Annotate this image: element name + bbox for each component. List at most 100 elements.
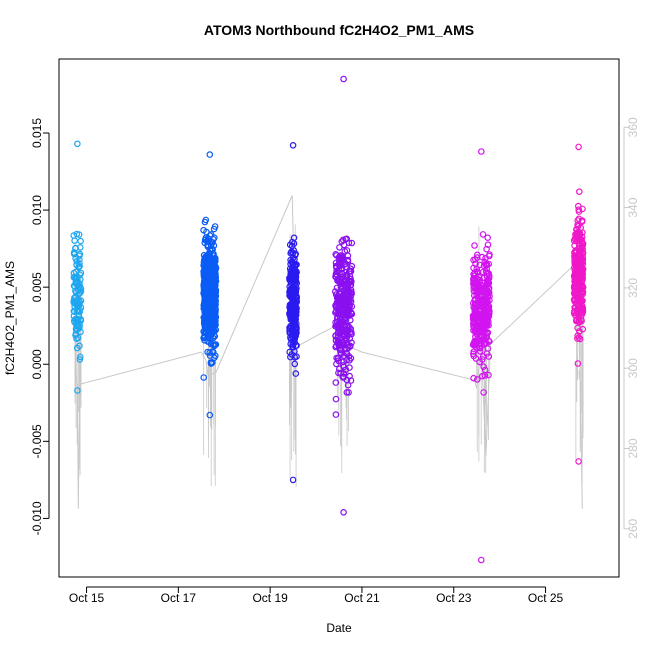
data-point bbox=[201, 256, 208, 264]
data-point bbox=[470, 374, 477, 382]
data-point bbox=[287, 353, 294, 361]
data-point bbox=[341, 321, 349, 329]
data-point bbox=[475, 318, 482, 326]
data-point bbox=[286, 304, 294, 312]
data-point bbox=[76, 342, 83, 350]
data-point bbox=[346, 364, 353, 371]
y-axis-title: fC2H4O2_PM1_AMS bbox=[3, 261, 17, 375]
data-point bbox=[74, 387, 81, 394]
data-point bbox=[476, 347, 484, 355]
data-point bbox=[346, 342, 354, 350]
data-point bbox=[340, 241, 348, 249]
data-point bbox=[336, 327, 344, 335]
data-point bbox=[576, 267, 584, 274]
data-point bbox=[342, 311, 349, 319]
data-point bbox=[293, 279, 301, 287]
data-point bbox=[289, 142, 297, 149]
data-point bbox=[200, 226, 207, 234]
data-point bbox=[571, 290, 578, 298]
data-point bbox=[207, 253, 214, 261]
data-point bbox=[333, 284, 341, 292]
data-point bbox=[471, 308, 479, 316]
data-point bbox=[337, 369, 344, 377]
data-point bbox=[338, 253, 346, 260]
data-point bbox=[484, 241, 492, 249]
altitude-line bbox=[74, 195, 583, 509]
data-point bbox=[579, 242, 586, 250]
data-point bbox=[336, 346, 344, 354]
plot-frame bbox=[58, 58, 620, 578]
data-point bbox=[335, 365, 343, 373]
data-point bbox=[472, 260, 479, 268]
data-point bbox=[76, 298, 84, 306]
data-point bbox=[332, 251, 340, 258]
data-point bbox=[203, 280, 211, 287]
data-point bbox=[289, 296, 296, 304]
y-tick-label: 0.005 bbox=[30, 272, 44, 302]
data-point bbox=[571, 252, 579, 260]
series-cluster bbox=[570, 143, 587, 465]
data-point bbox=[74, 140, 81, 148]
y2-tick-label: 320 bbox=[626, 278, 640, 298]
data-point bbox=[347, 354, 355, 362]
data-point bbox=[70, 249, 78, 256]
data-point bbox=[340, 508, 347, 516]
data-point bbox=[477, 148, 485, 155]
data-point bbox=[346, 267, 354, 275]
data-point bbox=[348, 239, 356, 247]
data-point bbox=[476, 289, 483, 296]
x-tick-label: Oct 15 bbox=[69, 591, 105, 605]
data-point bbox=[76, 356, 84, 363]
data-point bbox=[480, 363, 487, 371]
data-point bbox=[336, 290, 343, 297]
data-point bbox=[346, 316, 354, 324]
data-point bbox=[579, 283, 587, 291]
data-point bbox=[71, 237, 78, 245]
data-point bbox=[483, 321, 491, 329]
plot-area bbox=[70, 75, 587, 564]
x-axis-title: Date bbox=[326, 621, 352, 635]
data-point bbox=[211, 341, 219, 348]
data-point bbox=[575, 231, 583, 239]
data-point bbox=[482, 268, 490, 276]
data-point bbox=[340, 328, 348, 336]
series-cluster bbox=[469, 148, 493, 564]
data-point bbox=[75, 281, 82, 289]
data-point bbox=[579, 245, 586, 253]
data-point bbox=[344, 286, 352, 294]
data-point bbox=[204, 269, 212, 276]
data-point bbox=[483, 245, 490, 253]
data-point bbox=[483, 278, 491, 286]
y-tick-label: 0.010 bbox=[30, 195, 44, 225]
data-point bbox=[210, 332, 218, 340]
data-point bbox=[575, 318, 582, 325]
data-point bbox=[289, 476, 297, 484]
data-point bbox=[210, 225, 218, 233]
data-point bbox=[289, 260, 297, 267]
data-point bbox=[579, 267, 586, 275]
data-point bbox=[291, 320, 299, 328]
data-point bbox=[212, 298, 219, 305]
data-point bbox=[210, 275, 217, 282]
series-cluster bbox=[200, 151, 220, 419]
x-tick-label: Oct 17 bbox=[161, 591, 197, 605]
data-point bbox=[72, 317, 80, 324]
data-point bbox=[472, 355, 480, 362]
data-point bbox=[481, 302, 488, 309]
data-point bbox=[334, 355, 342, 362]
data-point bbox=[293, 293, 300, 300]
data-point bbox=[485, 279, 492, 287]
data-point bbox=[347, 281, 354, 289]
axes: Oct 15 Oct 17 Oct 19 Oct 21 Oct 23 Oct 25 -0.0… bbox=[30, 117, 640, 605]
y-tick-label: 0.015 bbox=[30, 118, 44, 148]
data-point bbox=[470, 348, 478, 355]
data-point bbox=[485, 272, 493, 280]
data-point bbox=[291, 360, 299, 368]
chart-title: ATOM3 Northbound fC2H4O2_PM1_AMS bbox=[204, 22, 474, 38]
y-tick-label: -0.010 bbox=[30, 501, 44, 535]
data-point bbox=[471, 256, 479, 263]
data-point bbox=[471, 242, 478, 249]
data-point bbox=[339, 362, 347, 369]
data-point bbox=[206, 232, 214, 239]
data-point bbox=[575, 143, 582, 151]
